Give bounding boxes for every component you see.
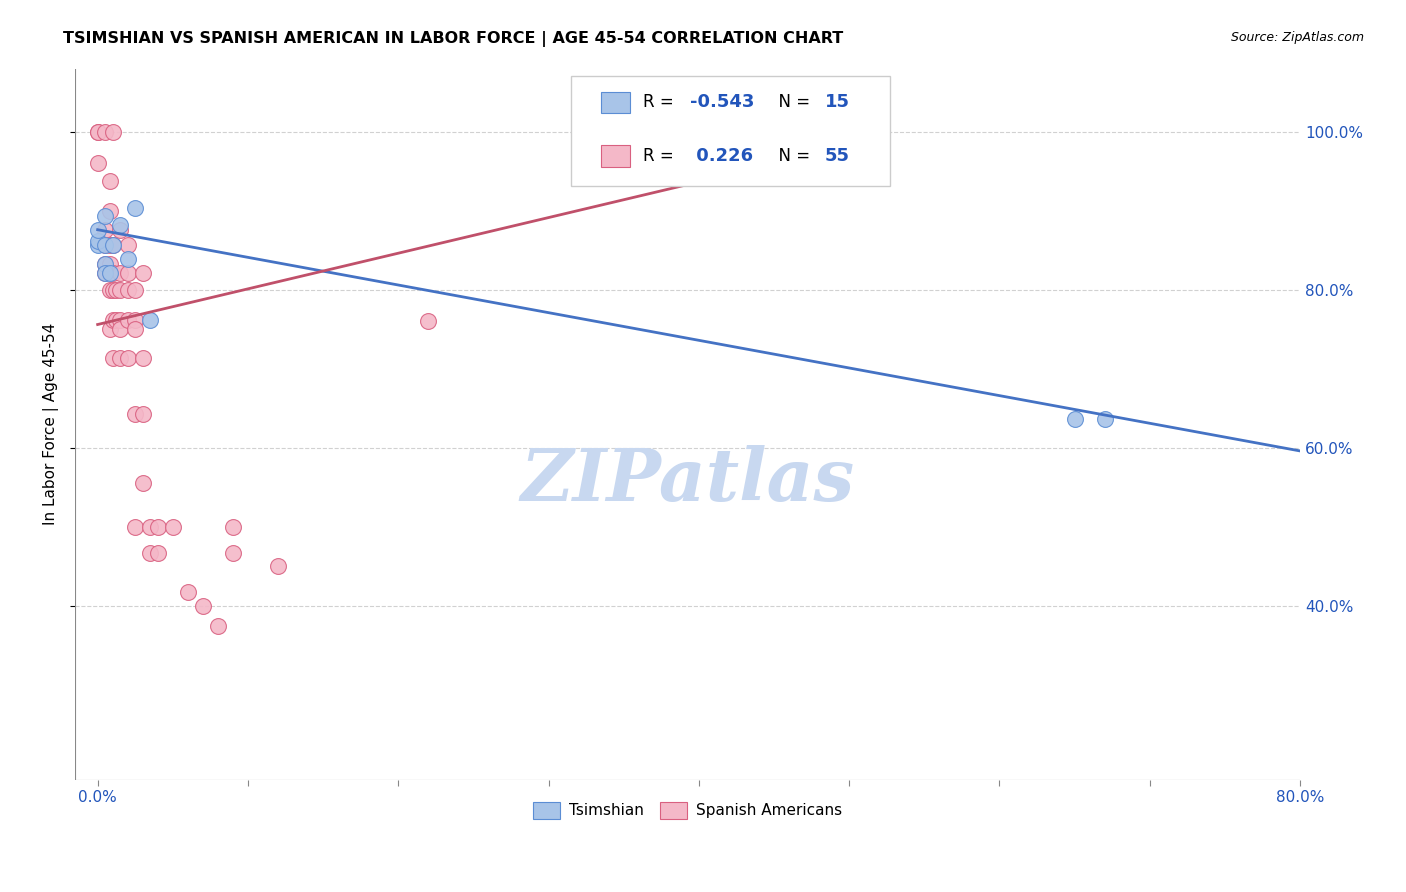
- Point: [108, 312, 131, 326]
- Text: N =: N =: [769, 94, 815, 112]
- Point: [94, 223, 117, 237]
- Point: [146, 546, 169, 560]
- Point: [86, 156, 108, 170]
- Point: [101, 237, 124, 252]
- Text: 15: 15: [825, 94, 849, 112]
- Point: [139, 546, 162, 560]
- Point: [104, 312, 127, 326]
- Point: [101, 237, 124, 252]
- Text: 0.226: 0.226: [690, 147, 754, 165]
- Point: [124, 407, 146, 421]
- Point: [98, 203, 121, 218]
- Point: [101, 351, 124, 365]
- Point: [101, 125, 124, 139]
- Text: ZIPatlas: ZIPatlas: [520, 445, 855, 516]
- Text: Source: ZipAtlas.com: Source: ZipAtlas.com: [1230, 31, 1364, 45]
- Text: -0.543: -0.543: [690, 94, 755, 112]
- Point: [124, 283, 146, 297]
- Point: [162, 520, 184, 534]
- Point: [108, 266, 131, 280]
- Point: [94, 237, 117, 252]
- Point: [1063, 411, 1085, 425]
- Point: [108, 322, 131, 336]
- Legend: Tsimshian, Spanish Americans: Tsimshian, Spanish Americans: [527, 796, 848, 825]
- Point: [94, 209, 117, 223]
- Point: [124, 202, 146, 216]
- Point: [94, 125, 117, 139]
- Point: [86, 237, 108, 252]
- Point: [101, 266, 124, 280]
- Point: [267, 559, 290, 574]
- Point: [117, 351, 139, 365]
- Point: [98, 322, 121, 336]
- Point: [207, 618, 229, 632]
- Point: [108, 351, 131, 365]
- Point: [86, 234, 108, 248]
- Point: [108, 218, 131, 232]
- Point: [101, 283, 124, 297]
- Y-axis label: In Labor Force | Age 45-54: In Labor Force | Age 45-54: [44, 323, 59, 525]
- Point: [613, 125, 636, 139]
- Text: R =: R =: [644, 147, 679, 165]
- Text: 55: 55: [825, 147, 849, 165]
- Point: [117, 266, 139, 280]
- Point: [86, 125, 108, 139]
- Point: [132, 266, 155, 280]
- FancyBboxPatch shape: [571, 76, 890, 186]
- Point: [98, 257, 121, 271]
- Point: [418, 314, 440, 328]
- Text: TSIMSHIAN VS SPANISH AMERICAN IN LABOR FORCE | AGE 45-54 CORRELATION CHART: TSIMSHIAN VS SPANISH AMERICAN IN LABOR F…: [63, 31, 844, 47]
- Point: [94, 266, 117, 280]
- Point: [86, 223, 108, 237]
- Point: [108, 223, 131, 237]
- Point: [104, 283, 127, 297]
- Point: [94, 257, 117, 271]
- Point: [86, 125, 108, 139]
- Point: [98, 237, 121, 252]
- Point: [117, 283, 139, 297]
- FancyBboxPatch shape: [600, 92, 630, 113]
- Point: [124, 520, 146, 534]
- Text: R =: R =: [644, 94, 679, 112]
- Point: [139, 520, 162, 534]
- Point: [98, 283, 121, 297]
- Point: [108, 283, 131, 297]
- Point: [132, 407, 155, 421]
- Point: [222, 520, 245, 534]
- Point: [1094, 411, 1116, 425]
- Text: N =: N =: [769, 147, 815, 165]
- Point: [94, 257, 117, 271]
- Point: [139, 312, 162, 326]
- Point: [101, 312, 124, 326]
- Point: [117, 237, 139, 252]
- Point: [98, 266, 121, 280]
- Point: [94, 237, 117, 252]
- Point: [191, 599, 214, 613]
- FancyBboxPatch shape: [600, 145, 630, 167]
- Point: [177, 585, 200, 599]
- Point: [117, 252, 139, 266]
- Point: [124, 322, 146, 336]
- Point: [132, 351, 155, 365]
- Point: [98, 174, 121, 188]
- Point: [117, 312, 139, 326]
- Point: [146, 520, 169, 534]
- Point: [124, 312, 146, 326]
- Point: [132, 475, 155, 490]
- Point: [222, 546, 245, 560]
- Point: [94, 266, 117, 280]
